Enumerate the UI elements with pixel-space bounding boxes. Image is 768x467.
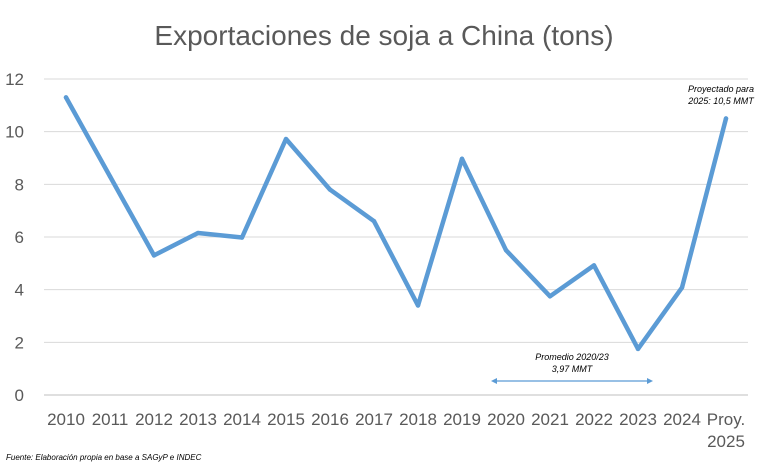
x-tick-label: 2016: [311, 410, 349, 429]
x-tick-label: 2020: [487, 410, 525, 429]
arrow-head-left: [491, 378, 497, 384]
data-point: [547, 294, 553, 299]
data-point: [503, 247, 509, 253]
data-point: [283, 136, 289, 142]
x-tick-label: 2015: [267, 410, 305, 429]
y-tick-label: 10: [5, 123, 24, 142]
x-tick-label: 2019: [443, 410, 481, 429]
data-point: [195, 230, 201, 236]
data-point: [679, 285, 685, 290]
data-point: [239, 235, 245, 240]
data-point: [107, 174, 113, 179]
data-point: [591, 263, 597, 268]
x-tick-label: 2021: [531, 410, 569, 429]
y-tick-label: 4: [15, 281, 24, 300]
x-tick-label: 2024: [663, 410, 701, 429]
annotation-projection: Proyectado para: [688, 84, 754, 94]
x-tick-label: 2010: [47, 410, 85, 429]
arrow-head-right: [647, 378, 653, 384]
data-point: [635, 346, 641, 352]
data-point: [327, 187, 333, 192]
x-axis-ticks: 2010 2011 2012 2013 2014 2015 2016 2017 2018 2019…: [47, 410, 745, 451]
y-axis-ticks: 0 2 4 6 8 10 12: [5, 70, 24, 405]
x-tick-label: Proy.: [707, 410, 745, 429]
x-tick-label: 2013: [179, 410, 217, 429]
y-tick-label: 12: [5, 70, 24, 89]
x-tick-label: 2018: [399, 410, 437, 429]
data-point: [63, 95, 69, 100]
data-point: [723, 116, 729, 121]
chart-title: Exportaciones de soja a China (tons): [154, 20, 613, 51]
data-point: [415, 303, 421, 308]
annotation-projection: 2025: 10,5 MMT: [687, 96, 755, 106]
source-note: Fuente: Elaboración propia en base a SAG…: [6, 453, 202, 462]
data-point: [459, 156, 465, 161]
gridlines: [44, 78, 748, 396]
y-tick-label: 0: [15, 386, 24, 405]
data-point: [371, 219, 377, 224]
y-tick-label: 2: [15, 333, 24, 352]
series-group: [63, 95, 729, 352]
y-tick-label: 6: [15, 228, 24, 247]
x-tick-label: 2023: [619, 410, 657, 429]
x-tick-label: 2025: [707, 432, 745, 451]
annotation-average: 3,97 MMT: [552, 364, 594, 374]
data-point: [151, 253, 157, 258]
y-tick-label: 8: [15, 175, 24, 194]
x-tick-label: 2014: [223, 410, 261, 429]
x-tick-label: 2011: [92, 410, 129, 429]
annotations: Proyectado para 2025: 10,5 MMT Promedio 20…: [491, 84, 755, 384]
series-line: [63, 95, 729, 352]
x-tick-label: 2017: [355, 410, 393, 429]
x-tick-label: 2022: [575, 410, 613, 429]
annotation-average: Promedio 2020/23: [535, 352, 609, 362]
x-tick-label: 2012: [135, 410, 173, 429]
